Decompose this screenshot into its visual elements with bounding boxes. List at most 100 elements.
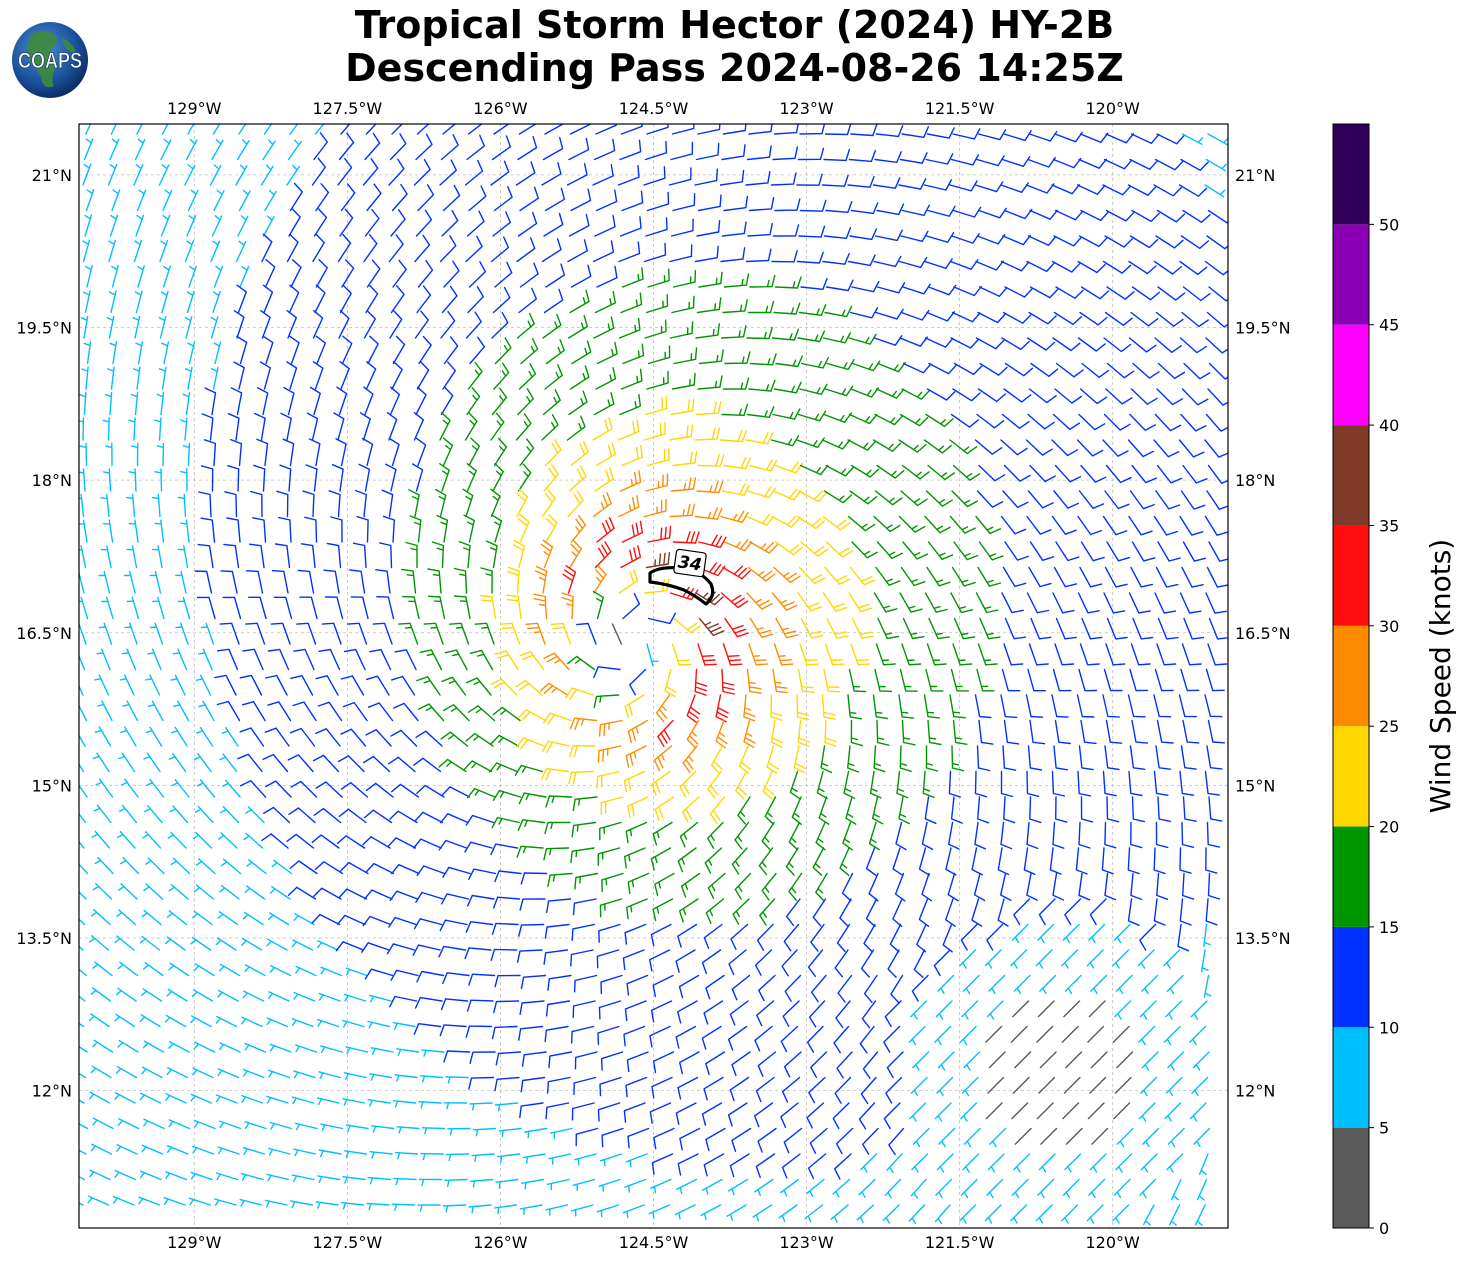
wind-barb: [239, 727, 265, 747]
wind-barb: [1193, 1127, 1211, 1148]
wind-barb: [363, 234, 378, 263]
wind-barb: [439, 412, 451, 441]
wind-barb: [1079, 388, 1108, 405]
wind-barb: [431, 541, 445, 569]
wind-barb: [1080, 719, 1097, 745]
wind-barb: [92, 961, 113, 977]
wind-barb: [241, 701, 266, 722]
wind-barb: [571, 1102, 595, 1121]
wind-barb: [1180, 235, 1210, 249]
wind-barb: [573, 974, 598, 993]
wind-barb: [516, 949, 543, 963]
wind-barb: [1163, 949, 1181, 969]
wind-barb: [911, 974, 929, 1002]
wind-barb: [620, 292, 643, 314]
wind-barb: [324, 596, 344, 620]
wind-barb: [592, 590, 604, 620]
wind-barb: [1155, 566, 1179, 588]
wind-barb: [321, 622, 342, 645]
wind-barb: [648, 1204, 671, 1219]
wind-barb: [1106, 286, 1135, 300]
wind-barb: [1179, 515, 1204, 536]
wind-barb: [1127, 439, 1154, 458]
wind-barb: [1101, 847, 1114, 875]
wind-barb: [859, 1025, 875, 1054]
wind-barb: [987, 1153, 1005, 1173]
wind-barb: [546, 1076, 571, 1094]
wind-barb: [629, 668, 647, 696]
wind-barb: [541, 238, 562, 263]
wind-barb: [419, 649, 443, 671]
wind-barb: [104, 391, 113, 416]
wind-barb: [415, 437, 427, 467]
wind-barb: [364, 208, 380, 237]
wind-barb: [418, 335, 432, 365]
wind-barb: [371, 1125, 395, 1133]
wind-barb: [194, 805, 214, 824]
wind-barb: [145, 857, 165, 875]
wind-barb: [464, 159, 484, 186]
wind-barb: [201, 413, 214, 441]
wind-barb: [440, 134, 459, 161]
wind-barb: [289, 727, 316, 747]
wind-barb: [372, 622, 393, 645]
wind-barb: [788, 872, 803, 901]
wind-barb: [1157, 541, 1181, 562]
wind-barb: [1077, 337, 1106, 352]
wind-barb: [1129, 745, 1146, 770]
wind-barb: [388, 437, 400, 467]
wind-barb: [746, 406, 775, 418]
lon-tick-label-top: 129°W: [167, 99, 222, 118]
map-plot-area: 34: [78, 123, 1229, 1229]
wind-barb: [388, 916, 417, 928]
wind-barb: [677, 1000, 698, 1024]
wind-barb: [1181, 311, 1209, 328]
wind-barb: [973, 872, 986, 902]
wind-barb: [1000, 694, 1018, 719]
wind-barb: [96, 648, 111, 671]
wind-barb: [927, 541, 954, 560]
wind-barb: [1128, 592, 1151, 614]
wind-barb: [443, 260, 460, 288]
wind-barb: [550, 622, 572, 645]
wind-barb: [1203, 923, 1211, 947]
wind-barb: [177, 545, 189, 569]
wind-barb: [748, 124, 773, 135]
wind-barb: [133, 239, 142, 263]
wind-barb: [1038, 898, 1056, 926]
wind-barb: [390, 285, 405, 314]
wind-barb: [626, 974, 649, 996]
wind-barb: [1130, 821, 1143, 849]
wind-barb: [748, 643, 769, 666]
wind-barb: [541, 162, 562, 186]
wind-barb: [376, 596, 395, 620]
wind-barb: [438, 839, 468, 851]
wind-barb: [168, 752, 187, 773]
wind-barb: [728, 949, 747, 976]
wind-barb: [796, 251, 824, 264]
wind-barb: [1077, 592, 1100, 614]
wind-barb: [166, 910, 188, 926]
wind-barb: [128, 417, 136, 441]
wind-barb: [390, 729, 418, 747]
wind-barb: [118, 804, 138, 824]
wind-barb: [490, 948, 518, 961]
wind-barb: [976, 668, 995, 692]
wind-barb: [1029, 286, 1059, 299]
wind-barb: [1064, 1153, 1082, 1173]
wind-barb: [1076, 694, 1095, 718]
wind-barb: [79, 468, 86, 492]
wind-barb: [342, 701, 368, 722]
wind-barb: [442, 184, 461, 212]
wind-barb: [1000, 515, 1027, 535]
wind-barb: [79, 968, 88, 977]
wind-barb: [517, 136, 538, 161]
wind-barb: [1105, 133, 1134, 144]
wind-barb: [644, 396, 668, 416]
wind-barb: [1181, 133, 1204, 145]
wind-barb: [1156, 209, 1186, 223]
wind-barb: [959, 1025, 977, 1046]
wind-barb: [518, 287, 537, 314]
wind-barb: [1051, 439, 1079, 457]
wind-barb: [986, 923, 1004, 951]
